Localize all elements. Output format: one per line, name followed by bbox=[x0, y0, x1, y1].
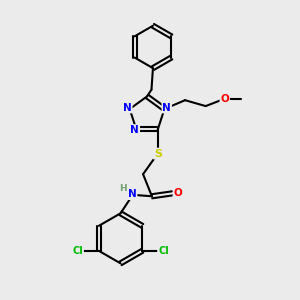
Text: Cl: Cl bbox=[158, 246, 169, 256]
Text: N: N bbox=[123, 103, 132, 112]
Text: Cl: Cl bbox=[72, 246, 83, 256]
Text: O: O bbox=[220, 94, 229, 104]
Text: O: O bbox=[173, 188, 182, 198]
Text: H: H bbox=[118, 184, 126, 194]
Text: N: N bbox=[130, 125, 139, 135]
Text: S: S bbox=[154, 148, 162, 159]
Text: N: N bbox=[128, 189, 136, 199]
Text: N: N bbox=[162, 103, 171, 112]
